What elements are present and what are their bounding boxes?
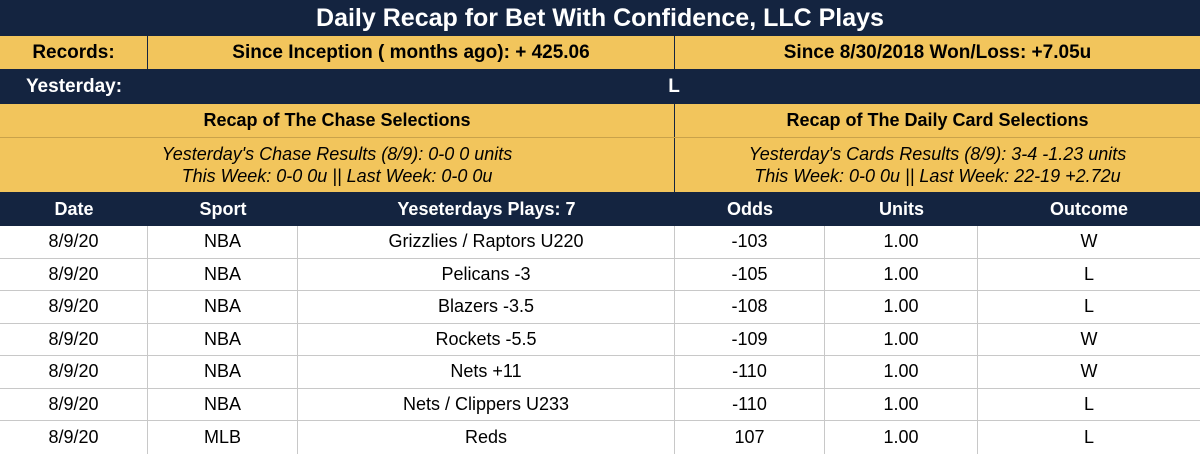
table-row: 8/9/20 MLB Reds 107 1.00 L <box>0 421 1200 454</box>
column-header-outcome: Outcome <box>1049 198 1128 219</box>
cell-play: Grizzlies / Raptors U220 <box>298 226 675 258</box>
cell-odds: -108 <box>675 291 825 323</box>
cell-units: 1.00 <box>825 421 978 454</box>
daily-card-results: Yesterday's Cards Results (8/9): 3-4 -1.… <box>675 138 1200 192</box>
since-inception-record: Since Inception ( months ago): + 425.06 <box>148 36 675 69</box>
cell-sport: NBA <box>148 258 298 290</box>
cell-sport: NBA <box>148 226 298 258</box>
cell-date: 8/9/20 <box>0 388 148 420</box>
since-date-record: Since 8/30/2018 Won/Loss: +7.05u <box>783 41 1092 63</box>
column-header-sport: Sport <box>199 198 247 219</box>
cell-play: Rockets -5.5 <box>298 323 675 355</box>
cell-sport: NBA <box>148 291 298 323</box>
cell-outcome: L <box>1083 296 1094 317</box>
cell-odds: -109 <box>675 323 825 355</box>
chase-recap-heading: Recap of The Chase Selections <box>0 104 675 137</box>
chase-results: Yesterday's Chase Results (8/9): 0-0 0 u… <box>0 138 675 192</box>
column-header-units: Units <box>879 198 924 219</box>
table-row: 8/9/20 NBA Rockets -5.5 -109 1.00 W <box>0 323 1200 356</box>
yesterday-label: Yesterday: <box>25 76 123 97</box>
cell-play: Nets +11 <box>298 356 675 388</box>
cell-play: Blazers -3.5 <box>298 291 675 323</box>
cell-date: 8/9/20 <box>0 258 148 290</box>
chase-results-yesterday: Yesterday's Chase Results (8/9): 0-0 0 u… <box>161 144 513 164</box>
daily-card-results-yesterday: Yesterday's Cards Results (8/9): 3-4 -1.… <box>748 144 1127 164</box>
cell-outcome: W <box>1080 361 1098 382</box>
cell-outcome: W <box>1080 328 1098 349</box>
cell-odds: 107 <box>675 421 825 454</box>
table-header: Date Sport Yeseterdays Plays: 7 Odds Uni… <box>0 192 1200 226</box>
table-row: 8/9/20 NBA Nets +11 -110 1.00 W <box>0 356 1200 389</box>
cell-units: 1.00 <box>825 323 978 355</box>
daily-card-recap-heading: Recap of The Daily Card Selections <box>786 110 1089 130</box>
column-header-date: Date <box>54 198 94 219</box>
cell-outcome: L <box>1083 426 1094 447</box>
chase-results-weekly: This Week: 0-0 0u || Last Week: 0-0 0u <box>181 166 493 186</box>
cell-sport: NBA <box>148 356 298 388</box>
cell-date: 8/9/20 <box>0 323 148 355</box>
column-header-odds: Odds <box>726 198 773 219</box>
page-title: Daily Recap for Bet With Confidence, LLC… <box>316 3 884 32</box>
plays-table-body: 8/9/20 NBA Grizzlies / Raptors U220 -103… <box>0 226 1200 454</box>
table-row: 8/9/20 NBA Grizzlies / Raptors U220 -103… <box>0 226 1200 259</box>
cell-date: 8/9/20 <box>0 356 148 388</box>
table-row: 8/9/20 NBA Pelicans -3 -105 1.00 L <box>0 258 1200 291</box>
recap-headings-row: Recap of The Chase Selections Recap of T… <box>0 104 1200 138</box>
yesterday-result: L <box>668 76 680 97</box>
title-bar: Daily Recap for Bet With Confidence, LLC… <box>0 0 1200 36</box>
cell-play: Pelicans -3 <box>298 258 675 290</box>
cell-odds: -103 <box>675 226 825 258</box>
cell-units: 1.00 <box>825 388 978 420</box>
cell-odds: -105 <box>675 258 825 290</box>
cell-sport: NBA <box>148 323 298 355</box>
cell-outcome: L <box>1083 393 1094 414</box>
cell-odds: -110 <box>675 356 825 388</box>
cell-odds: -110 <box>675 388 825 420</box>
cell-outcome: W <box>1080 231 1098 252</box>
cell-play: Reds <box>298 421 675 454</box>
cell-sport: NBA <box>148 388 298 420</box>
column-header-plays: Yeseterdays Plays: 7 <box>397 198 576 219</box>
table-row: 8/9/20 NBA Blazers -3.5 -108 1.00 L <box>0 291 1200 324</box>
daily-card-results-weekly: This Week: 0-0 0u || Last Week: 22-19 +2… <box>754 166 1121 186</box>
records-label: Records: <box>0 36 148 69</box>
cell-units: 1.00 <box>825 291 978 323</box>
cell-units: 1.00 <box>825 356 978 388</box>
yesterday-row: Yesterday: L <box>0 70 1200 104</box>
cell-play: Nets / Clippers U233 <box>298 388 675 420</box>
table-row: 8/9/20 NBA Nets / Clippers U233 -110 1.0… <box>0 388 1200 421</box>
cell-date: 8/9/20 <box>0 291 148 323</box>
recap-results-row: Yesterday's Chase Results (8/9): 0-0 0 u… <box>0 138 1200 192</box>
cell-outcome: L <box>1083 263 1094 284</box>
cell-date: 8/9/20 <box>0 421 148 454</box>
cell-date: 8/9/20 <box>0 226 148 258</box>
cell-units: 1.00 <box>825 258 978 290</box>
records-row: Records: Since Inception ( months ago): … <box>0 36 1200 70</box>
cell-units: 1.00 <box>825 226 978 258</box>
cell-sport: MLB <box>148 421 298 454</box>
